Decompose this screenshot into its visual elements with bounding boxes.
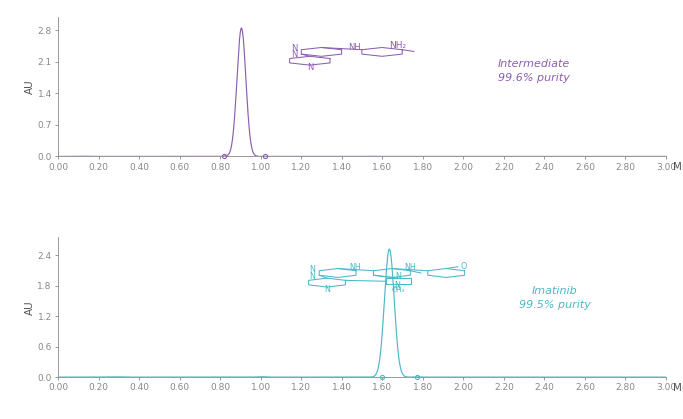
Text: O: O — [460, 261, 466, 271]
Text: CH₃: CH₃ — [391, 287, 405, 293]
Y-axis label: AU: AU — [25, 79, 35, 94]
Text: Imatinib
99.5% purity: Imatinib 99.5% purity — [518, 286, 590, 310]
Text: N: N — [291, 44, 297, 54]
Text: N: N — [291, 50, 297, 59]
Text: N: N — [307, 62, 313, 72]
Text: N: N — [309, 272, 315, 281]
Text: N: N — [324, 285, 330, 294]
Text: NH: NH — [404, 263, 416, 272]
Y-axis label: AU: AU — [25, 300, 35, 315]
Text: N: N — [394, 281, 400, 290]
Text: NH: NH — [350, 263, 361, 272]
Text: m: m — [392, 285, 400, 291]
Text: N: N — [395, 272, 401, 281]
Text: NH₂: NH₂ — [389, 41, 406, 50]
Text: Minutes: Minutes — [673, 383, 683, 393]
Text: Intermediate
99.6% purity: Intermediate 99.6% purity — [498, 59, 570, 83]
Text: Minutes: Minutes — [673, 162, 683, 172]
Text: NH: NH — [348, 43, 361, 52]
Text: N: N — [309, 265, 315, 274]
